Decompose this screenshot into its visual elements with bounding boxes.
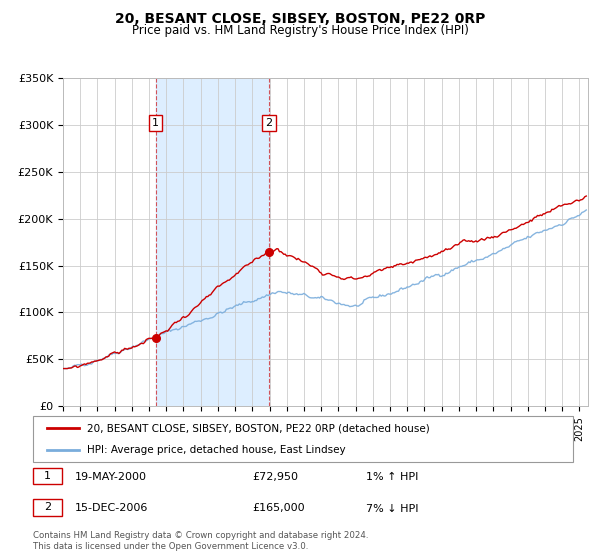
Text: 19-MAY-2000: 19-MAY-2000 (75, 472, 147, 482)
Text: 1: 1 (44, 471, 51, 481)
FancyBboxPatch shape (33, 416, 573, 462)
Text: 7% ↓ HPI: 7% ↓ HPI (366, 503, 419, 514)
Text: 2: 2 (265, 118, 272, 128)
FancyBboxPatch shape (33, 468, 62, 484)
FancyBboxPatch shape (33, 499, 62, 516)
Bar (155, 78, 269, 406)
Text: 2: 2 (44, 502, 51, 512)
Text: 20, BESANT CLOSE, SIBSEY, BOSTON, PE22 0RP: 20, BESANT CLOSE, SIBSEY, BOSTON, PE22 0… (115, 12, 485, 26)
Text: Contains HM Land Registry data © Crown copyright and database right 2024.: Contains HM Land Registry data © Crown c… (33, 531, 368, 540)
Text: 15-DEC-2006: 15-DEC-2006 (75, 503, 148, 514)
Text: 1% ↑ HPI: 1% ↑ HPI (366, 472, 418, 482)
Text: HPI: Average price, detached house, East Lindsey: HPI: Average price, detached house, East… (87, 445, 346, 455)
Text: This data is licensed under the Open Government Licence v3.0.: This data is licensed under the Open Gov… (33, 542, 308, 550)
Text: £72,950: £72,950 (252, 472, 298, 482)
Text: 20, BESANT CLOSE, SIBSEY, BOSTON, PE22 0RP (detached house): 20, BESANT CLOSE, SIBSEY, BOSTON, PE22 0… (87, 424, 430, 434)
Text: 1: 1 (152, 118, 159, 128)
Text: Price paid vs. HM Land Registry's House Price Index (HPI): Price paid vs. HM Land Registry's House … (131, 24, 469, 37)
Text: £165,000: £165,000 (252, 503, 305, 514)
